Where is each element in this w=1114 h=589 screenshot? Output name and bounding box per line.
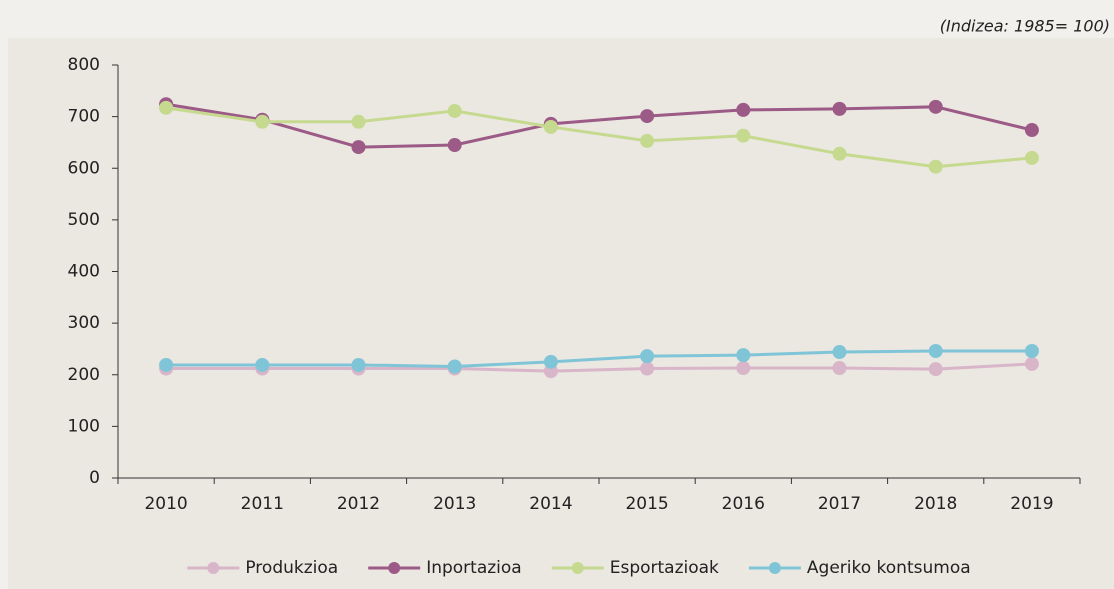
data-point: [928, 344, 943, 359]
x-tick-label: 2017: [818, 494, 861, 514]
x-tick-label: 2016: [722, 494, 765, 514]
y-tick-label: 400: [68, 262, 100, 282]
y-tick-label: 100: [68, 416, 100, 436]
data-point: [351, 114, 366, 129]
legend-label: Esportazioak: [610, 558, 719, 578]
data-point: [447, 138, 462, 153]
data-point: [640, 361, 655, 376]
y-tick-label: 600: [68, 158, 100, 178]
data-point: [447, 103, 462, 118]
x-tick-label: 2013: [433, 494, 476, 514]
x-tick-label: 2010: [144, 494, 187, 514]
data-point: [543, 119, 558, 134]
data-point: [736, 361, 751, 376]
data-point: [928, 159, 943, 174]
data-point: [640, 133, 655, 148]
data-point: [736, 128, 751, 143]
data-point: [159, 357, 174, 372]
data-point: [832, 146, 847, 161]
legend-marker: [768, 562, 781, 574]
data-point: [736, 348, 751, 363]
chart-subtitle: (Indizea: 1985= 100): [940, 17, 1110, 36]
data-point: [832, 345, 847, 360]
y-tick-label: 0: [89, 468, 100, 488]
data-point: [351, 140, 366, 155]
series-line: [166, 362, 1032, 373]
series-line: [165, 102, 1033, 149]
series-line: [165, 106, 1033, 169]
x-tick-label: 2015: [625, 494, 668, 514]
data-point: [736, 102, 751, 117]
legend-label: Inportazioa: [426, 558, 522, 578]
legend-marker: [571, 562, 584, 574]
data-point: [640, 349, 655, 364]
data-point: [255, 357, 270, 372]
y-tick-label: 200: [68, 365, 100, 385]
x-tick-label: 2014: [529, 494, 572, 514]
data-point: [640, 109, 655, 124]
legend-label: Produkzioa: [245, 558, 338, 578]
series-line: [166, 349, 1032, 368]
legend-marker: [207, 562, 220, 574]
data-point: [928, 99, 943, 114]
x-tick-label: 2018: [914, 494, 957, 514]
data-point: [1024, 123, 1039, 138]
data-point: [1024, 344, 1039, 359]
data-point: [543, 354, 558, 369]
data-point: [832, 361, 847, 376]
legend-marker: [388, 562, 401, 574]
data-point: [255, 114, 270, 129]
data-point: [1024, 356, 1039, 371]
data-point: [159, 100, 174, 115]
data-point: [928, 362, 943, 377]
data-point: [832, 101, 847, 116]
legend-label: Ageriko kontsumoa: [807, 558, 971, 578]
data-point: [351, 357, 366, 372]
x-tick-label: 2019: [1010, 494, 1053, 514]
data-point: [1024, 150, 1039, 165]
y-tick-label: 700: [68, 107, 100, 127]
y-tick-label: 800: [68, 55, 100, 75]
x-tick-label: 2011: [241, 494, 284, 514]
y-tick-label: 500: [68, 210, 100, 230]
y-tick-label: 300: [68, 313, 100, 333]
data-point: [447, 359, 462, 374]
x-tick-label: 2012: [337, 494, 380, 514]
